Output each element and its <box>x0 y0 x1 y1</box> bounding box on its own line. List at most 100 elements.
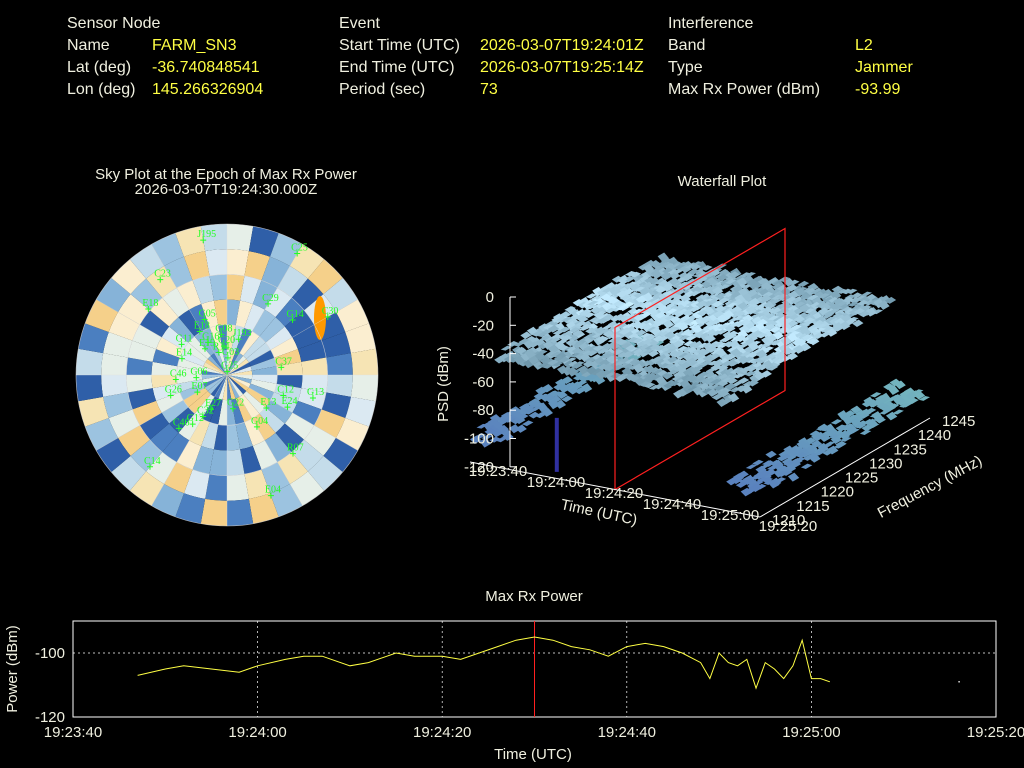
surface-patch <box>599 344 611 350</box>
surface-patch <box>800 463 813 470</box>
surface-patch <box>725 333 737 340</box>
surface-patch <box>694 364 706 370</box>
surface-patch <box>730 348 742 357</box>
surface-patch <box>698 382 711 391</box>
surface-patch <box>639 343 652 352</box>
surface-patch <box>746 332 758 343</box>
surface-patch <box>620 343 632 349</box>
sky-cell <box>227 375 253 380</box>
waterfall-cursor-plane <box>614 227 786 491</box>
surface-patch <box>872 416 885 422</box>
surface-patch <box>551 391 563 397</box>
surface-patch <box>849 297 861 305</box>
surface-patch <box>793 315 806 323</box>
surface-patch <box>793 344 805 354</box>
surface-patch <box>679 361 692 370</box>
surface-patch <box>671 299 683 306</box>
surface-patch <box>624 270 637 277</box>
surface-patch <box>790 324 802 331</box>
sky-azimuth-spoke <box>151 374 228 506</box>
surface-patch <box>704 319 717 328</box>
surface-patch <box>852 319 864 327</box>
surface-patch <box>625 325 637 335</box>
sky-cell <box>227 224 254 252</box>
satellite-label: E04 <box>265 485 281 496</box>
surface-patch <box>831 313 843 320</box>
surface-patch <box>844 308 856 315</box>
sky-cell <box>350 348 378 375</box>
surface-patch <box>662 319 675 329</box>
surface-patch <box>668 277 680 286</box>
surface-patch <box>688 268 700 276</box>
sky-azimuth-spoke <box>226 244 303 376</box>
surface-patch <box>536 331 548 338</box>
surface-patch <box>677 322 689 331</box>
surface-patch <box>725 279 737 285</box>
surface-patch <box>840 436 852 442</box>
surface-patch <box>552 329 565 336</box>
sky-cell <box>227 399 236 426</box>
surface-patch <box>771 307 783 316</box>
time-tick-label: 19:24:20 <box>585 485 643 502</box>
surface-patch <box>613 361 625 367</box>
sky-cell <box>177 379 204 393</box>
sky-cell <box>227 358 249 375</box>
surface-patch <box>538 393 550 400</box>
satellite-marker <box>224 368 231 375</box>
surface-patch <box>597 348 610 354</box>
surface-patch <box>779 453 792 460</box>
sky-cell <box>248 493 279 524</box>
surface-patch <box>684 290 696 298</box>
surface-patch <box>570 352 582 358</box>
surface-patch <box>659 331 671 338</box>
surface-patch <box>741 284 753 289</box>
surface-patch <box>799 293 811 300</box>
sky-cell <box>265 326 293 350</box>
surface-patch <box>722 341 734 347</box>
surface-patch <box>819 433 831 443</box>
surface-patch <box>740 383 753 394</box>
surface-patch <box>640 332 652 339</box>
surface-patch <box>633 314 646 322</box>
surface-patch <box>732 373 745 379</box>
surface-patch <box>567 387 580 395</box>
surface-patch <box>533 392 546 401</box>
surface-patch <box>877 396 890 404</box>
surface-patch <box>601 324 613 330</box>
sky-cell <box>264 287 292 318</box>
sky-cell <box>314 409 346 438</box>
surface-patch <box>866 418 878 428</box>
surface-patch <box>666 308 678 314</box>
surface-patch <box>820 426 833 432</box>
surface-patch <box>572 298 584 307</box>
surface-patch <box>654 345 666 352</box>
surface-patch <box>737 377 750 384</box>
surface-patch <box>528 411 540 419</box>
satellite-label: E27 <box>205 398 221 409</box>
surface-patch <box>587 374 599 380</box>
sky-cell <box>213 299 227 326</box>
surface-patch <box>735 481 748 488</box>
sky-cell <box>156 337 184 358</box>
surface-patch <box>693 340 705 351</box>
surface-patch <box>711 393 724 401</box>
surface-patch <box>545 350 558 359</box>
surface-patch <box>739 366 751 374</box>
surface-patch <box>500 345 513 351</box>
surface-patch <box>870 392 882 398</box>
sky-cell <box>222 375 227 401</box>
x-tick-label: 19:24:20 <box>413 724 471 741</box>
z-tick-label: -20 <box>472 317 494 334</box>
satellite-marker <box>253 423 260 430</box>
surface-patch <box>845 317 857 325</box>
sky-cell <box>192 275 214 305</box>
event-end-value: 2026-03-07T19:25:14Z <box>480 59 644 76</box>
sky-cell <box>297 388 327 410</box>
surface-patch <box>572 329 584 337</box>
surface-patch <box>794 338 807 346</box>
surface-patch <box>816 323 828 330</box>
sky-cell <box>284 310 315 338</box>
surface-patch <box>731 475 743 485</box>
sky-cell <box>259 407 285 433</box>
z-tick-label: -60 <box>472 374 494 391</box>
